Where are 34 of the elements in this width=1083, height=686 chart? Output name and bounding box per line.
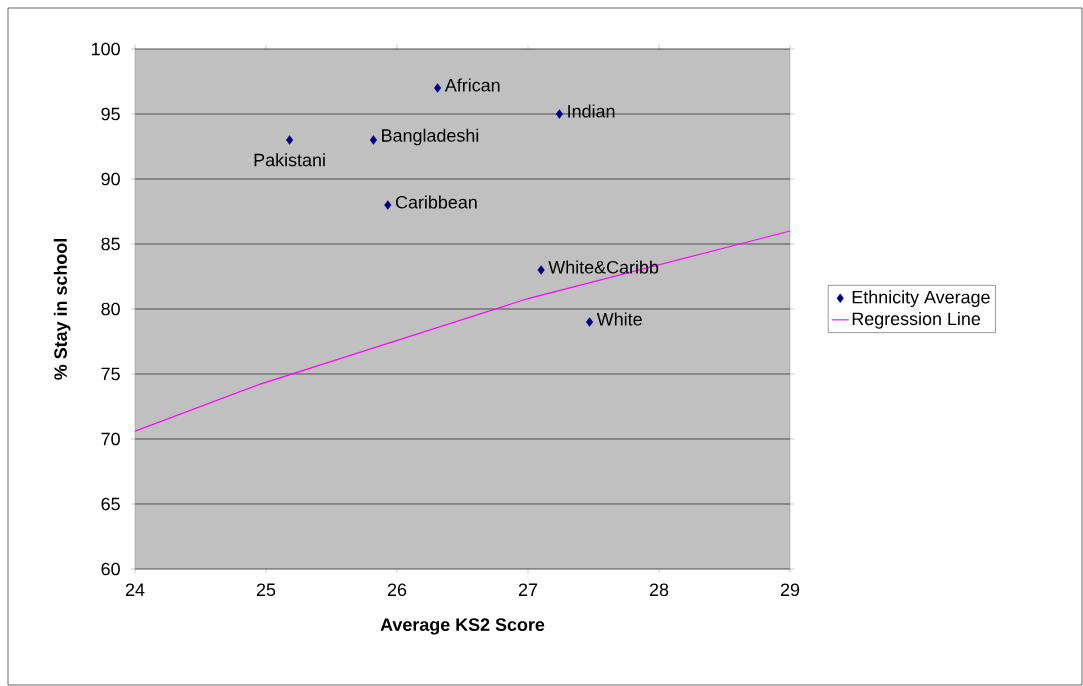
point [434, 83, 442, 93]
x-tick-label: 28 [649, 583, 669, 597]
x-tick-label: 26 [387, 583, 407, 597]
x-tick-label: 24 [125, 583, 145, 596]
annotation: White&Caribb [548, 260, 659, 274]
x-tick-label: 27 [518, 583, 538, 596]
y-tick-label: 85 [101, 237, 120, 251]
y-tick-label: 60 [101, 562, 120, 576]
point [555, 109, 564, 119]
x-tick-label: 25 [256, 583, 276, 597]
y-tick-label: 70 [101, 432, 120, 446]
y-tick-label: 90 [101, 172, 120, 186]
x-tick-label: 29 [780, 583, 800, 597]
annotation: African [444, 78, 500, 92]
legend-label: Regression Line [852, 311, 981, 329]
annotation: Pakistani [254, 153, 325, 167]
annotation: Bangladeshi [382, 128, 479, 146]
y-axis-title: % Stay in school [53, 239, 71, 380]
x-axis-title: Average KS2 Score [380, 618, 545, 635]
annotation: White [596, 312, 642, 326]
y-tick-label: 80 [101, 302, 120, 316]
point [586, 317, 594, 327]
annotation: Caribbean [395, 195, 477, 209]
line-series [135, 230, 791, 432]
point [537, 265, 545, 275]
point [369, 135, 377, 145]
y-tick-label: 95 [101, 107, 120, 121]
y-tick-label: 65 [101, 497, 120, 511]
point [384, 200, 392, 210]
legend-label: Ethnicity Average [852, 290, 990, 308]
y-tick-label: 100 [92, 42, 120, 56]
y-tick-label: 75 [101, 367, 120, 381]
point [286, 135, 294, 145]
annotation: Indian [568, 104, 615, 118]
